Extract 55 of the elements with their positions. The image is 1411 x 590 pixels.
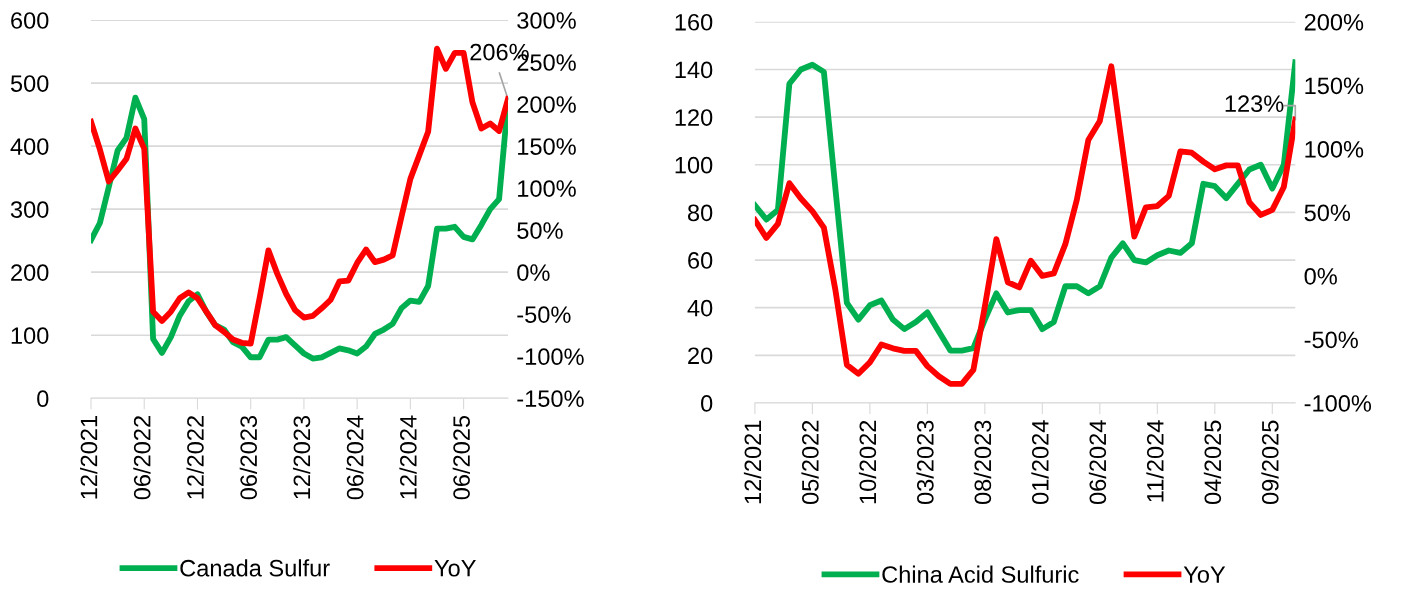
y2-tick-label: 50% — [517, 222, 563, 239]
x-tick-label: 10/2022 — [858, 420, 877, 504]
x-tick-label: 06/2025 — [452, 415, 470, 500]
x-tick-label: 05/2022 — [801, 420, 819, 505]
y2-tick-label: 100% — [1305, 140, 1364, 158]
annotation: 123% — [1225, 95, 1284, 113]
y-tick-label: 500 — [10, 75, 49, 92]
legend-label: China Acid Sulfuric — [882, 565, 1079, 583]
y2-tick-label: 200% — [1304, 13, 1364, 31]
y2-tick-label: -100% — [517, 348, 584, 366]
y2-tick-label: 300% — [517, 12, 576, 29]
y-tick-label: 140 — [675, 61, 713, 79]
y-tick-label: 100 — [11, 327, 49, 345]
x-tick-label: 06/2023 — [239, 415, 258, 500]
y-tick-label: 300 — [10, 201, 49, 218]
y2-tick-label: 0% — [1304, 267, 1337, 285]
x-tick-label: 12/2024 — [399, 415, 417, 499]
y2-tick-label: -50% — [1304, 331, 1358, 349]
y-tick-label: 100 — [675, 156, 713, 174]
x-tick-label: 03/2023 — [916, 420, 934, 505]
y-tick-label: 20 — [688, 347, 713, 365]
y-tick-label: 0 — [37, 390, 49, 408]
y-tick-label: 600 — [11, 12, 49, 29]
legend-label: YoY — [434, 560, 476, 577]
y-tick-label: 160 — [675, 13, 713, 31]
y-tick-label: 400 — [10, 138, 49, 155]
legend-label: Canada Sulfur — [180, 559, 330, 577]
y2-tick-label: 50% — [1304, 204, 1351, 222]
y2-tick-label: 0% — [517, 264, 550, 281]
legend-label: YoY — [1183, 566, 1226, 583]
y-tick-label: 0 — [701, 395, 713, 412]
y2-tick-label: 150% — [1305, 77, 1364, 95]
y-tick-label: 60 — [688, 252, 713, 269]
x-tick-label: 06/2024 — [1088, 420, 1107, 505]
x-tick-label: 06/2024 — [346, 415, 364, 500]
y-tick-label: 120 — [675, 109, 713, 126]
y2-tick-label: -150% — [517, 390, 584, 408]
x-tick-label: 08/2023 — [973, 420, 992, 505]
x-tick-label: 09/2025 — [1261, 420, 1279, 505]
y-tick-label: 200 — [11, 264, 49, 281]
x-tick-label: 12/2022 — [186, 416, 204, 499]
x-tick-label: 12/2021 — [80, 416, 98, 499]
y-tick-label: 40 — [687, 299, 713, 317]
y2-tick-label: 200% — [517, 96, 576, 113]
y2-tick-label: -100% — [1304, 395, 1372, 412]
x-tick-label: 11/2024 — [1146, 420, 1164, 502]
y2-tick-label: 150% — [518, 138, 576, 155]
x-tick-label: 12/2021 — [743, 420, 762, 504]
x-tick-label: 06/2022 — [133, 416, 151, 500]
x-tick-label: 12/2023 — [292, 415, 311, 499]
y2-tick-label: -50% — [517, 306, 571, 323]
x-tick-label: 01/2024 — [1031, 420, 1049, 505]
y2-tick-label: 100% — [518, 180, 576, 197]
x-tick-label: 04/2025 — [1203, 420, 1222, 505]
y-tick-label: 80 — [687, 204, 713, 222]
